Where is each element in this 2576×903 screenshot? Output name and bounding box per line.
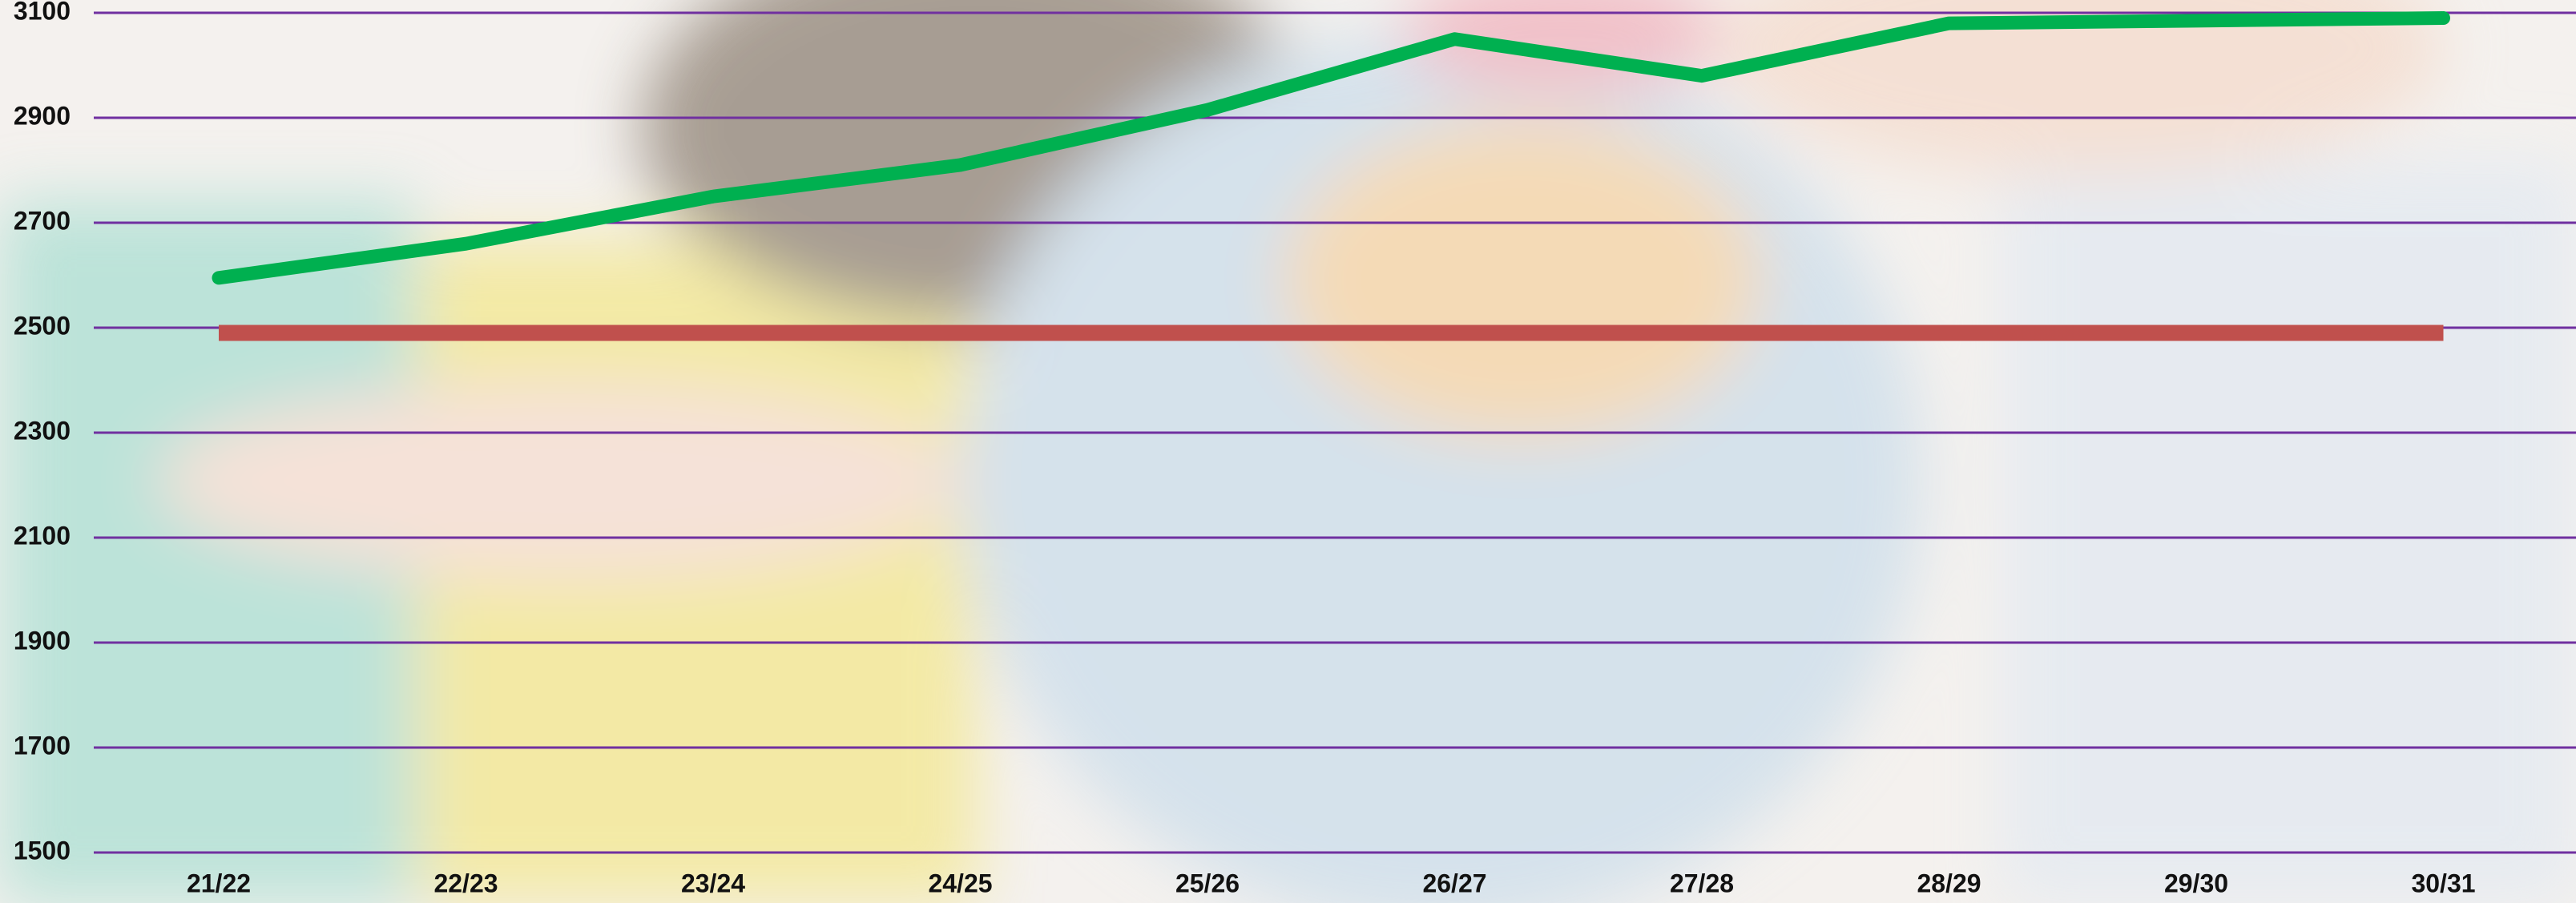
y-tick-label: 2700 [14, 206, 71, 235]
y-tick-label: 2100 [14, 521, 71, 550]
x-tick-label: 29/30 [2164, 869, 2228, 897]
x-tick-label: 27/28 [1670, 869, 1734, 897]
y-tick-label: 1900 [14, 626, 71, 655]
x-tick-label: 25/26 [1175, 869, 1240, 897]
x-tick-label: 23/24 [681, 869, 745, 897]
x-tick-label: 26/27 [1422, 869, 1486, 897]
y-tick-label: 2500 [14, 311, 71, 340]
y-tick-label: 1500 [14, 836, 71, 865]
x-tick-label: 22/23 [433, 869, 498, 897]
y-tick-label: 2900 [14, 101, 71, 130]
y-tick-label: 2300 [14, 416, 71, 445]
x-tick-label: 21/22 [187, 869, 251, 897]
page: 1500 1700 1900 2100 2300 2500 2700 2900 3100 21/2… [0, 0, 2576, 903]
x-tick-label: 24/25 [928, 869, 992, 897]
background-photo [0, 0, 2576, 903]
chart: 1500 1700 1900 2100 2300 2500 2700 2900 3100 21/2… [0, 0, 2576, 903]
x-tick-label: 30/31 [2411, 869, 2475, 897]
y-tick-label: 3100 [14, 0, 71, 25]
x-tick-label: 28/29 [1917, 869, 1981, 897]
y-tick-label: 1700 [14, 731, 71, 760]
